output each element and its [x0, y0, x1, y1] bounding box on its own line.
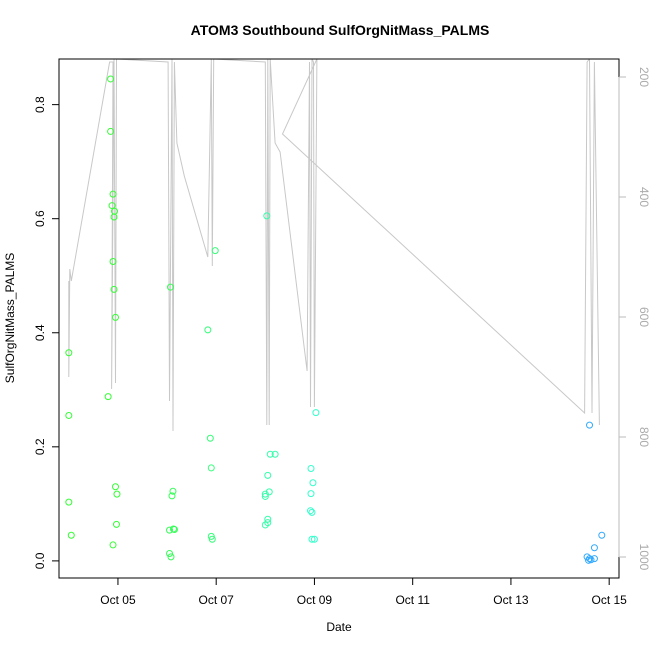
data-point — [310, 535, 318, 543]
data-point — [107, 75, 115, 83]
data-point — [308, 535, 316, 543]
data-point — [586, 421, 594, 429]
data-point — [307, 490, 315, 498]
right-tick-label: 1000 — [637, 544, 650, 571]
x-tick-label: Oct 05 — [100, 593, 136, 607]
data-point — [211, 247, 219, 255]
data-point — [308, 508, 316, 516]
data-point — [266, 450, 274, 458]
data-point — [271, 450, 279, 458]
data-point — [166, 549, 174, 557]
data-point — [586, 555, 594, 563]
x-axis-label: Date — [326, 620, 352, 634]
data-point — [264, 471, 272, 479]
data-point — [168, 492, 176, 500]
data-point — [65, 411, 73, 419]
altitude-series — [68, 59, 600, 432]
data-point — [307, 464, 315, 472]
data-point — [265, 488, 273, 496]
data-point — [590, 544, 598, 552]
data-point — [263, 212, 271, 220]
data-point — [264, 515, 272, 523]
data-point — [167, 553, 175, 561]
data-point — [109, 541, 117, 549]
plot-frame — [58, 58, 620, 579]
data-point — [107, 127, 115, 135]
data-point — [65, 498, 73, 506]
data-point — [585, 556, 593, 564]
x-tick-label: Oct 07 — [199, 593, 235, 607]
data-point — [110, 285, 118, 293]
x-axis: Oct 05 Oct 07 Oct 09 Oct 11 Oct 13 Oct 15 — [100, 577, 627, 607]
y-tick-label: 0.8 — [33, 96, 47, 113]
data-point — [104, 393, 112, 401]
right-tick-label: 800 — [637, 427, 650, 447]
data-point — [111, 483, 119, 491]
data-point — [309, 479, 317, 487]
altitude-line — [68, 59, 600, 432]
data-point — [598, 531, 606, 539]
data-point — [170, 526, 178, 534]
chart-title: ATOM3 Southbound SulfOrgNitMass_PALMS — [191, 22, 490, 38]
x-tick-label: Oct 13 — [493, 593, 529, 607]
scatter-points — [65, 75, 606, 564]
right-axis: 200 400 600 800 1000 — [618, 67, 650, 571]
data-point — [166, 526, 174, 534]
data-point — [206, 434, 214, 442]
x-tick-label: Oct 09 — [297, 593, 333, 607]
right-tick-label: 600 — [637, 307, 650, 327]
data-point — [108, 202, 116, 210]
y-axis-label: SulfOrgNitMass_PALMS — [3, 253, 17, 383]
y-tick-label: 0.4 — [33, 324, 47, 341]
y-tick-label: 0.2 — [33, 438, 47, 455]
data-point — [204, 326, 212, 334]
data-point — [65, 349, 73, 357]
data-point — [261, 521, 269, 529]
right-tick-label: 400 — [637, 187, 650, 207]
y-axis: 0.0 0.2 0.4 0.6 0.8 — [33, 96, 60, 569]
data-point — [109, 190, 117, 198]
data-point — [261, 490, 269, 498]
data-point — [261, 492, 269, 500]
data-point — [113, 490, 121, 498]
x-tick-label: Oct 15 — [591, 593, 627, 607]
data-point — [169, 487, 177, 495]
x-tick-label: Oct 11 — [395, 593, 430, 607]
data-point — [312, 409, 320, 417]
data-point — [207, 464, 215, 472]
data-point — [109, 257, 117, 265]
data-point — [110, 213, 118, 221]
y-tick-label: 0.0 — [33, 552, 47, 569]
data-point — [167, 283, 175, 291]
data-point — [111, 313, 119, 321]
data-point — [208, 535, 216, 543]
right-tick-label: 200 — [637, 67, 650, 87]
data-point — [67, 531, 75, 539]
y-tick-label: 0.6 — [33, 210, 47, 227]
data-point — [307, 507, 315, 515]
data-point — [112, 520, 120, 528]
